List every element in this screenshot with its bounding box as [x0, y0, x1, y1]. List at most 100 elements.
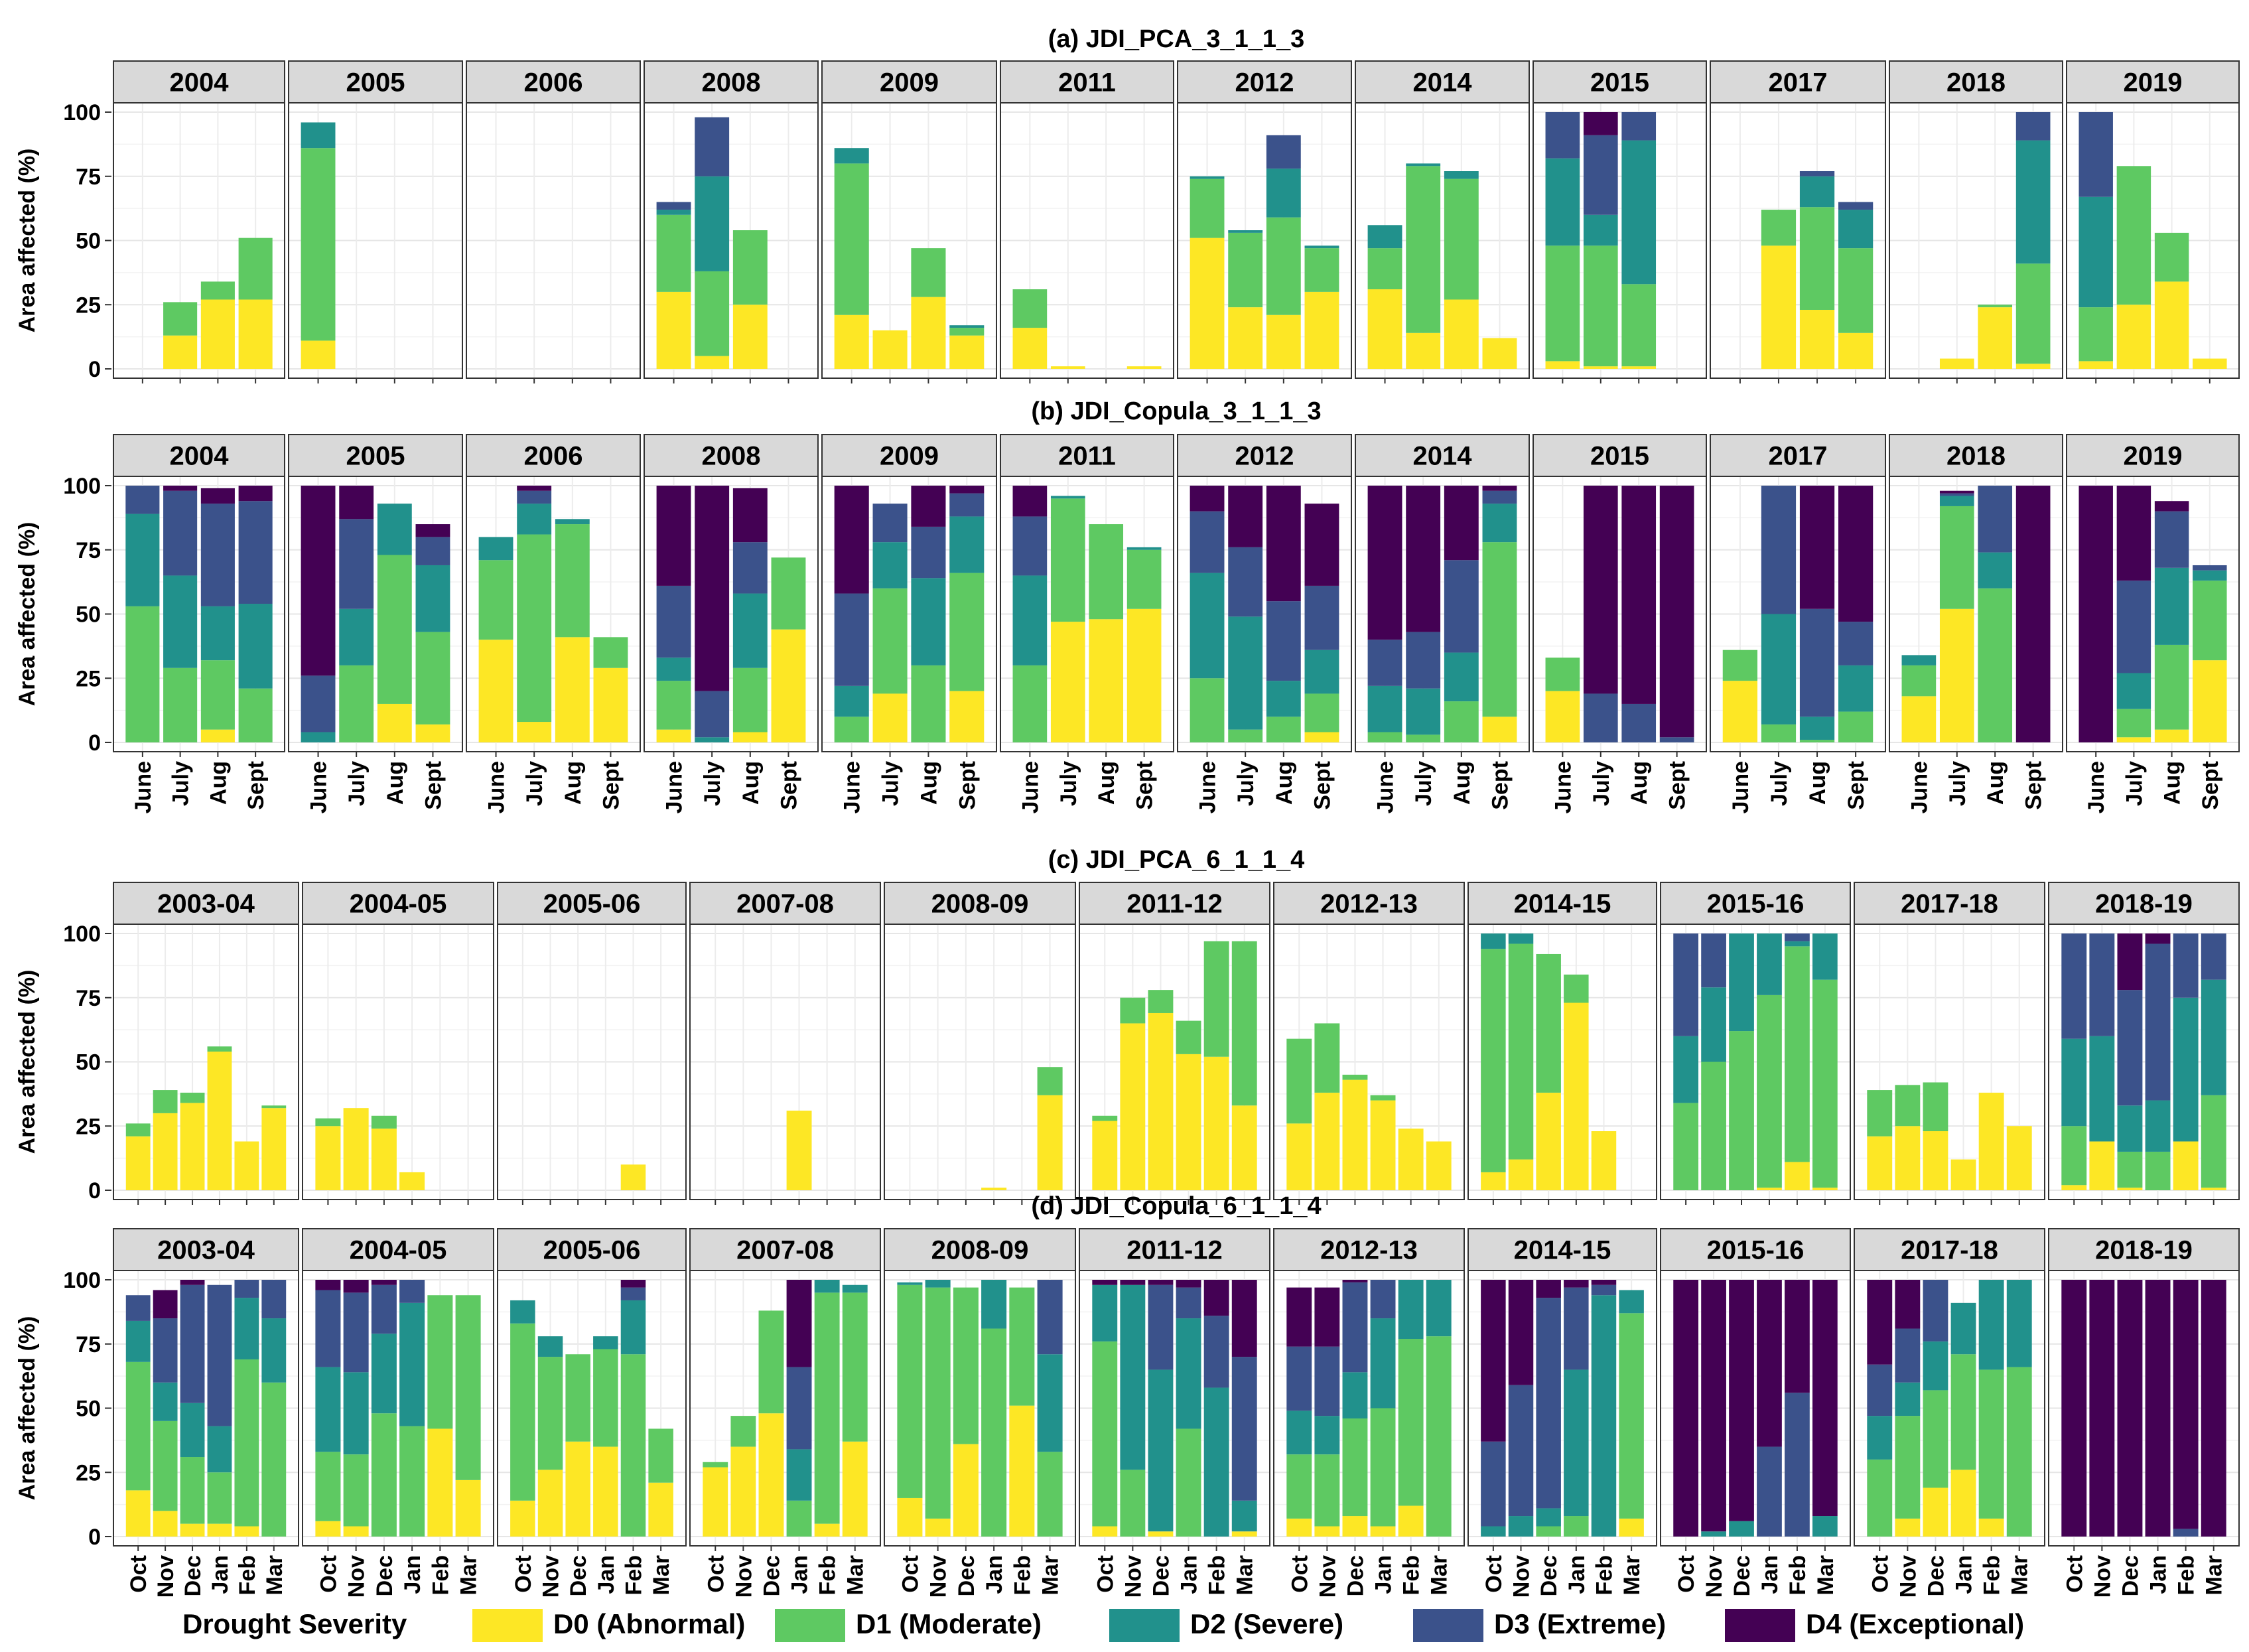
y-tick-label: 50: [76, 602, 101, 628]
facet-label: 2006: [524, 68, 583, 98]
facet-label: 2008-09: [931, 1236, 1029, 1265]
x-tick-label: Feb: [1980, 1555, 2005, 1595]
bar-segment: [1895, 1518, 1921, 1537]
bar-segment: [377, 555, 412, 704]
panel-border: [302, 924, 494, 1200]
bar-segment: [1286, 1038, 1312, 1124]
bar-segment: [1398, 1505, 1424, 1537]
facet-label: 2009: [880, 68, 939, 98]
bar-segment: [427, 1295, 453, 1429]
bar-segment: [1673, 1036, 1699, 1103]
panel-border: [1467, 924, 1657, 1200]
bar-segment: [1203, 941, 1229, 1057]
x-tick-label: June: [840, 761, 865, 813]
bar-segment: [1583, 366, 1618, 369]
facet-panel: 2019 June July Aug Sept: [2066, 434, 2240, 813]
bar-segment: [2154, 501, 2189, 512]
bar-segment: [620, 1300, 646, 1355]
bar-segment: [1978, 1369, 2004, 1519]
bar-segment: [2193, 565, 2227, 571]
panel-border: [1355, 102, 1530, 379]
panel-border: [884, 924, 1076, 1200]
bar-segment: [1785, 1393, 1810, 1537]
bar-segment: [2201, 933, 2226, 980]
bar-segment: [234, 1359, 259, 1527]
x-tick-label: Oct: [898, 1555, 923, 1593]
x-tick-label: Oct: [511, 1555, 536, 1593]
panel-border: [466, 476, 641, 752]
facet-panel: 2019: [2066, 60, 2240, 383]
bar-segment: [2173, 1280, 2199, 1529]
bar-segment: [427, 1428, 453, 1537]
bar-segment: [301, 675, 336, 732]
bar-segment: [695, 486, 730, 691]
bar-segment: [1785, 933, 1810, 941]
x-tick-label: Sept: [1665, 761, 1690, 810]
bar-segment: [1203, 1280, 1229, 1316]
bar-segment: [1304, 650, 1339, 694]
bar-segment: [771, 557, 806, 630]
bar-segment: [2145, 1151, 2171, 1190]
x-tick-label: Sept: [776, 761, 801, 810]
bar-segment: [537, 1357, 563, 1470]
facet-label: 2017: [1769, 68, 1828, 98]
facet-label: 2014-15: [1514, 1236, 1611, 1265]
bar-segment: [703, 1462, 728, 1468]
bar-segment: [399, 1302, 425, 1426]
bar-segment: [2079, 307, 2113, 362]
bar-segment: [732, 732, 768, 742]
bar-segment: [732, 488, 768, 543]
bar-segment: [786, 1500, 812, 1537]
bar-segment: [1314, 1346, 1340, 1416]
bar-segment: [1757, 995, 1782, 1188]
bar-segment: [949, 486, 985, 494]
bar-segment: [1012, 328, 1048, 369]
panel-border: [821, 476, 997, 752]
panel-border: [1273, 1270, 1465, 1547]
bar-segment: [897, 1497, 923, 1537]
bar-segment: [732, 305, 768, 369]
bar-segment: [834, 593, 869, 686]
bar-segment: [1037, 1067, 1063, 1095]
x-tick-label: July: [700, 761, 725, 806]
bar-segment: [1426, 1336, 1452, 1537]
facet-strip: [644, 60, 819, 103]
bar-segment: [1508, 1385, 1534, 1517]
bar-segment: [1564, 974, 1589, 1003]
bar-segment: [1545, 112, 1580, 159]
bar-segment: [234, 1280, 259, 1298]
bar-segment: [2089, 1141, 2115, 1190]
x-tick-label: Sept: [2198, 761, 2223, 810]
x-tick-label: Nov: [1895, 1555, 1921, 1598]
bar-segment: [1673, 1103, 1699, 1190]
bar-segment: [125, 1361, 151, 1491]
bar-segment: [949, 328, 985, 336]
bar-segment: [656, 585, 691, 658]
bar-segment: [1508, 933, 1534, 944]
bar-segment: [1009, 1287, 1035, 1406]
bar-segment: [1757, 1280, 1782, 1447]
facet-panel: 2008 June July Aug Sept: [644, 434, 819, 813]
bar-segment: [180, 1523, 205, 1537]
bar-segment: [1867, 1364, 1893, 1416]
bar-segment: [1050, 622, 1085, 742]
bar-segment: [1564, 1287, 1589, 1370]
x-tick-label: Feb: [815, 1555, 841, 1595]
bar-segment: [1545, 657, 1580, 691]
facet-label: 2018-19: [2095, 890, 2193, 919]
x-tick-label: Nov: [731, 1555, 756, 1598]
bar-segment: [125, 1123, 151, 1136]
bar-segment: [872, 588, 908, 694]
bar-segment: [1370, 1095, 1396, 1101]
x-tick-label: Mar: [1038, 1555, 1063, 1595]
bar-segment: [2116, 581, 2151, 673]
x-tick-label: July: [522, 761, 547, 806]
bar-segment: [200, 299, 235, 369]
bar-segment: [1406, 486, 1441, 632]
facet-strip: [1710, 434, 1886, 477]
x-tick-label: Dec: [180, 1555, 206, 1596]
bar-segment: [415, 565, 450, 632]
bar-segment: [1583, 245, 1618, 367]
x-tick-label: Mar: [843, 1555, 868, 1595]
bar-segment: [1314, 1287, 1340, 1347]
